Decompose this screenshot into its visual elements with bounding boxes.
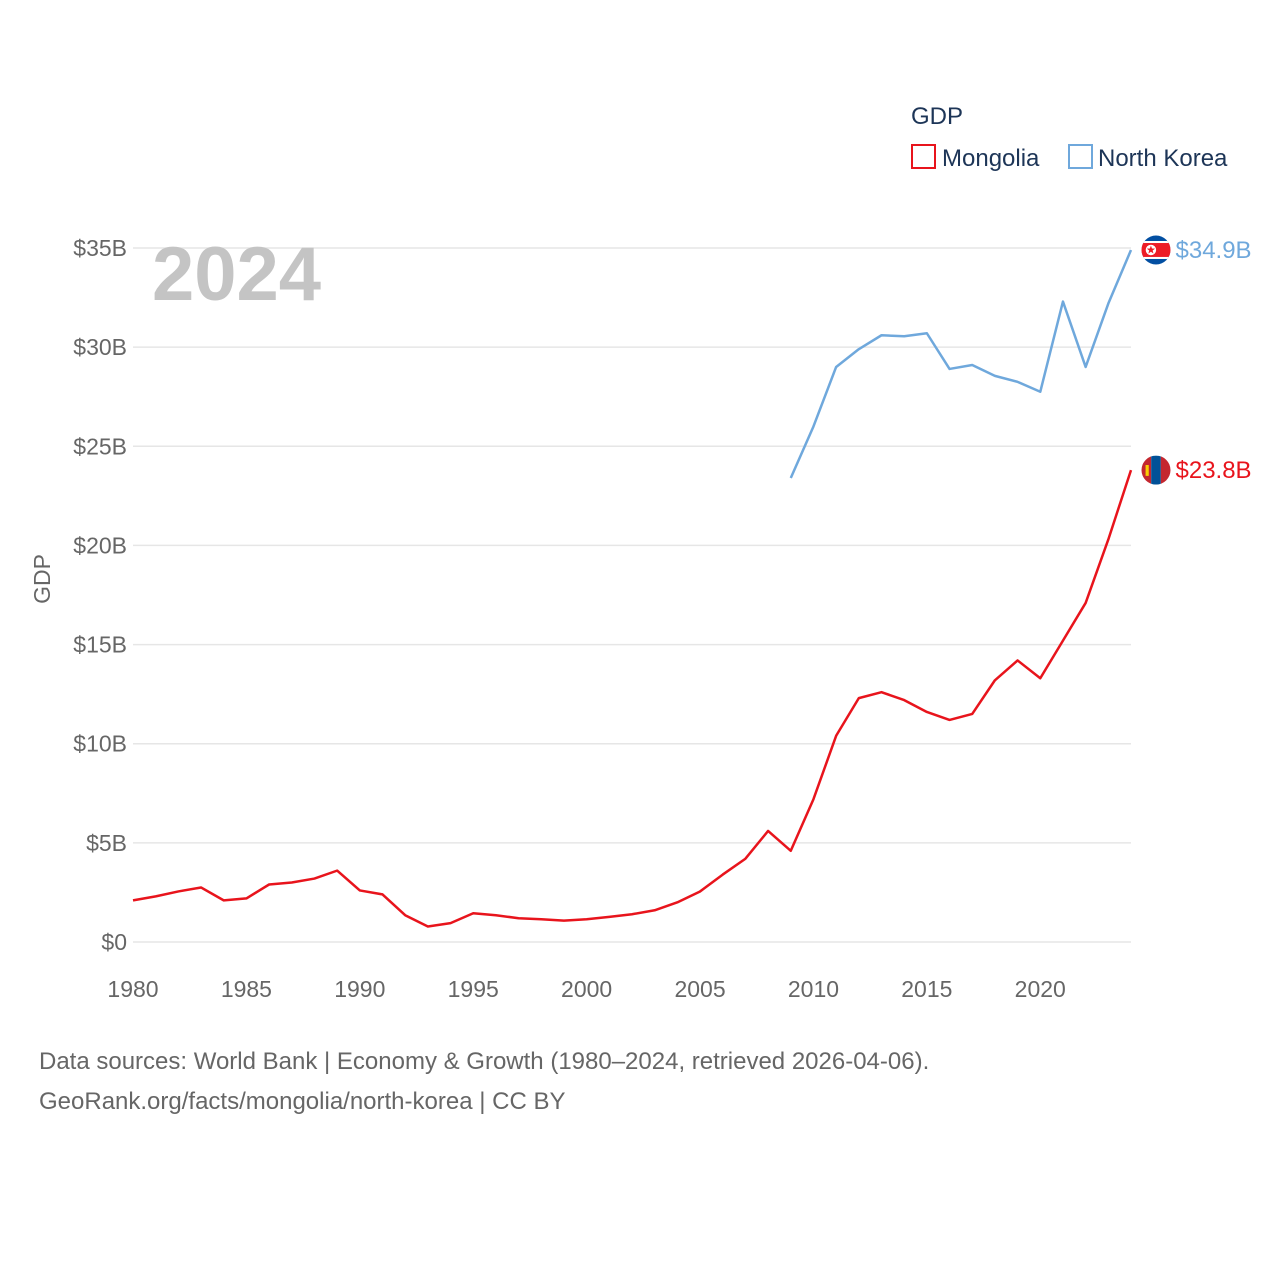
x-tick-label: 2005 [674,976,725,1002]
series-lines [132,249,1133,928]
y-axis-ticks: $0 $5B $10B $15B $20B $25B $30B $35B [73,235,127,955]
y-tick-label: $15B [73,632,127,658]
gdp-line-chart: $0$5B$10B$15B$20B$25B$30B$35B 1980 1985 19… [29,103,1252,1002]
legend-swatch-north-korea [1068,144,1093,169]
end-markers: $23.8B $34.9B [1141,235,1252,485]
end-marker-north-korea: $34.9B [1141,235,1252,265]
x-tick-label: 1995 [448,976,499,1002]
north-korea-flag-icon [1141,235,1171,265]
legend-label-north-korea: North Korea [1098,145,1228,172]
x-tick-label: 2000 [561,976,612,1002]
mongolia-flag-icon [1141,455,1171,485]
x-tick-label: 1985 [221,976,272,1002]
legend-label-mongolia: Mongolia [942,145,1040,172]
legend-item-north-korea[interactable]: North Korea [1068,144,1228,172]
legend-item-mongolia[interactable]: Mongolia [911,144,1040,172]
x-tick-label: 1980 [107,976,158,1002]
series-line-mongolia [132,469,1133,928]
y-tick-label: $20B [73,532,127,558]
legend-swatch-mongolia [911,144,936,169]
legend-title: GDP [911,103,963,130]
y-tick-label: $10B [73,731,127,757]
x-tick-label: 2020 [1015,976,1066,1002]
x-axis-ticks: 1980 1985 1990 1995 2000 2005 2010 2015 2020 [107,976,1065,1002]
year-watermark: 2024 [152,232,321,317]
end-value-label-mongolia: $23.8B [1176,457,1252,484]
y-tick-label: $0 [101,929,127,955]
end-value-label-north-korea: $34.9B [1176,237,1252,264]
y-axis-label: GDP [29,554,55,604]
y-tick-label: $35B [73,235,127,261]
y-tick-label: $30B [73,334,127,360]
series-line-north-korea [789,249,1133,479]
end-marker-mongolia: $23.8B [1141,455,1252,485]
legend: GDP Mongolia North Korea [911,103,1228,172]
y-tick-label: $5B [86,830,127,856]
footer-sources: Data sources: World Bank | Economy & Gro… [39,1048,930,1075]
x-tick-label: 2015 [901,976,952,1002]
footer: Data sources: World Bank | Economy & Gro… [39,1042,1239,1122]
footer-attribution: GeoRank.org/facts/mongolia/north-korea |… [39,1088,566,1115]
x-tick-label: 2010 [788,976,839,1002]
y-tick-label: $25B [73,433,127,459]
x-tick-label: 1990 [334,976,385,1002]
gridlines [133,247,1131,943]
